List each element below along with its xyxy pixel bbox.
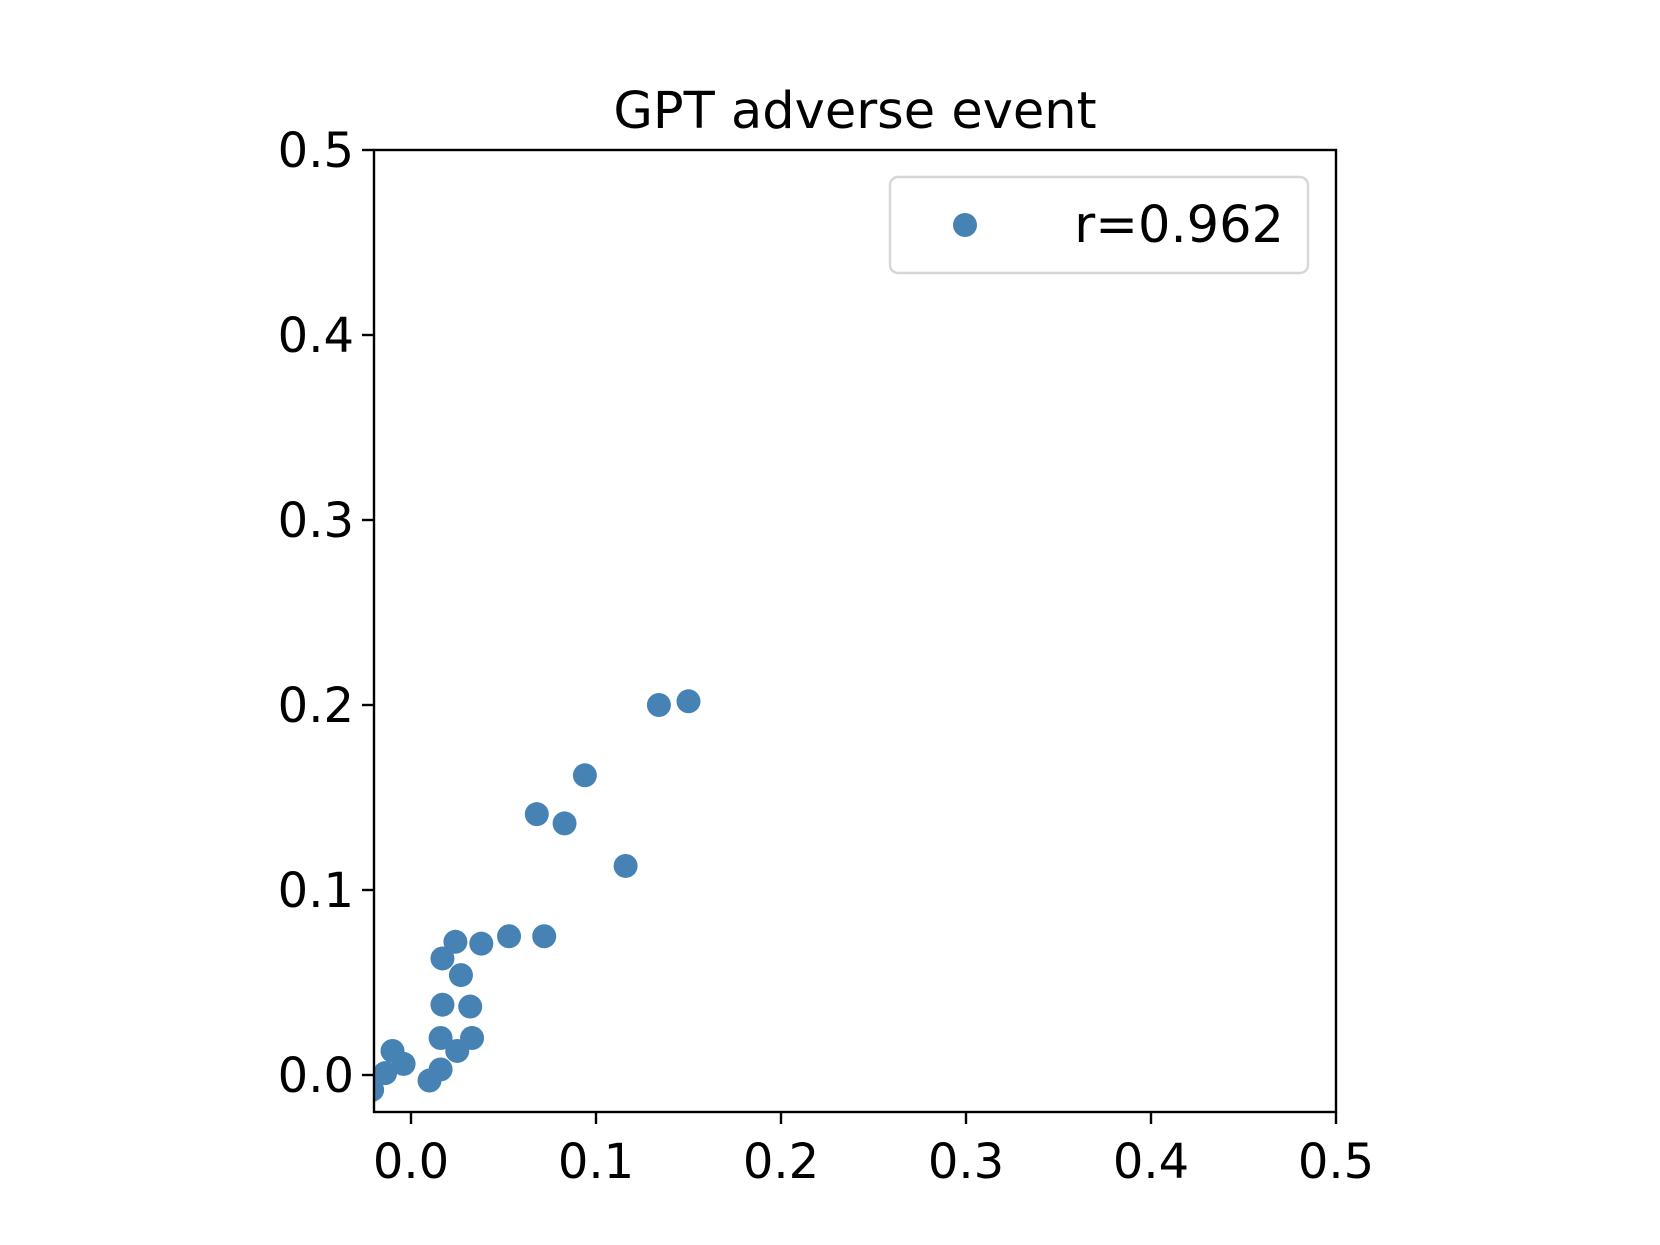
data-point (391, 1051, 416, 1076)
data-point (552, 811, 577, 836)
data-point (613, 853, 638, 878)
x-tick-label: 0.4 (1113, 1134, 1189, 1190)
data-points (374, 689, 701, 1102)
data-point (430, 946, 455, 971)
x-axis: 0.0 0.1 0.2 0.3 0.4 0.5 (373, 1112, 1374, 1190)
data-point (443, 929, 468, 954)
y-tick-label: 0.3 (278, 493, 354, 549)
data-point (448, 963, 473, 988)
y-tick-label: 0.2 (278, 678, 354, 734)
y-tick-label: 0.1 (278, 863, 354, 919)
legend-marker (953, 213, 977, 237)
data-point (458, 994, 483, 1019)
y-axis: 0.0 0.1 0.2 0.3 0.4 0.5 (278, 123, 374, 1104)
y-tick-label: 0.5 (278, 123, 354, 179)
x-tick-label: 0.3 (928, 1134, 1004, 1190)
chart-title: GPT adverse event (613, 82, 1096, 141)
data-point (428, 1057, 453, 1082)
data-point (524, 802, 549, 827)
x-tick-label: 0.1 (558, 1134, 634, 1190)
legend-label: r=0.962 (1074, 196, 1284, 255)
data-point (428, 1026, 453, 1050)
data-point (676, 689, 701, 714)
y-tick-label: 0.0 (278, 1048, 354, 1104)
data-point (572, 763, 597, 788)
x-tick-label: 0.2 (743, 1134, 819, 1190)
y-tick-label: 0.4 (278, 308, 354, 364)
data-point (469, 931, 494, 956)
x-tick-label: 0.5 (1298, 1134, 1374, 1190)
legend: r=0.962 (888, 175, 1310, 275)
plot-area-frame (372, 148, 1338, 1114)
data-point (374, 1061, 398, 1086)
x-tick-label: 0.0 (373, 1134, 449, 1190)
data-point (532, 924, 557, 949)
data-point (430, 992, 455, 1017)
data-point (497, 924, 522, 949)
data-point (646, 693, 671, 717)
legend-box (888, 175, 1310, 275)
data-point (460, 1026, 485, 1050)
